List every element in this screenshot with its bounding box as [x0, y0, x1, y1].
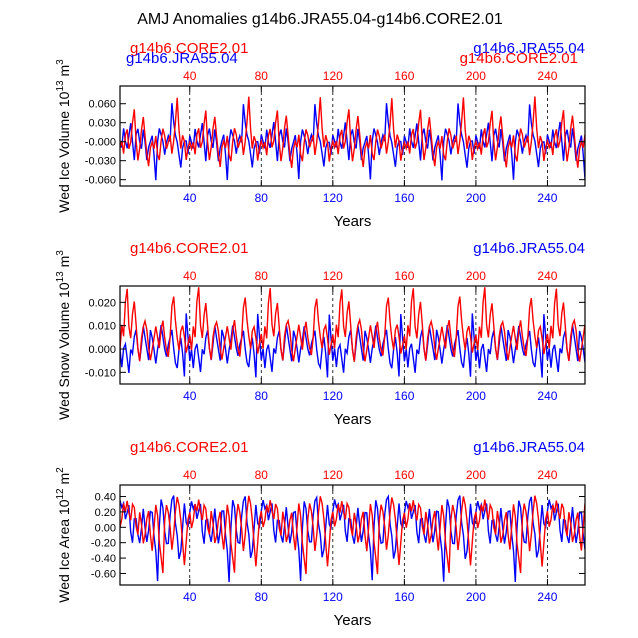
legend-core2-overlap: g14b6.CORE2.01 — [460, 50, 578, 67]
series-line-ice-area-core2 — [120, 495, 585, 575]
y-axis-label-main: Wed Ice Area 10 — [56, 499, 72, 602]
ytick-label: 0.000 — [88, 344, 116, 356]
legend-jra55: g14b6.JRA55.04 — [473, 240, 585, 257]
legend-core2: g14b6.CORE2.01 — [130, 40, 248, 57]
y-axis-label: Wed Ice Area 1012 m2 — [55, 467, 72, 603]
xtick-label-top: 40 — [183, 468, 197, 482]
y-axis-label-main: Wed Ice Volume 10 — [56, 91, 72, 212]
xtick-label-top: 80 — [255, 269, 269, 283]
xtick-label-bottom: 80 — [255, 590, 269, 604]
ytick-label: -0.40 — [91, 553, 116, 565]
ytick-label: 0.060 — [88, 99, 116, 111]
xtick-label-top: 40 — [183, 269, 197, 283]
xtick-label-bottom: 120 — [323, 191, 343, 205]
series-group — [120, 96, 585, 181]
xtick-label-bottom: 40 — [183, 590, 197, 604]
panel-snow-volume: 0.020 0.010 0.000 -0.010 40 40 80 80 120 120 160 16… — [55, 240, 586, 428]
xtick-label-bottom: 120 — [323, 590, 343, 604]
y-axis-label-exp: 13 — [55, 271, 66, 283]
xtick-label-top: 160 — [394, 269, 414, 283]
xtick-label-bottom: 240 — [537, 389, 557, 403]
legend-jra55: g14b6.JRA55.04 — [473, 40, 585, 57]
xtick-label-top: 120 — [323, 69, 343, 83]
series-group — [120, 287, 585, 378]
series-line-ice-volume-jra55 — [120, 103, 585, 181]
y-axis-label-unit-exp: 3 — [55, 59, 66, 65]
y-axis-label-unit: m — [56, 65, 72, 81]
xtick-label-top: 40 — [183, 69, 197, 83]
y-axis-label-unit: m — [56, 256, 72, 272]
ytick-label: -0.60 — [91, 568, 116, 580]
y-axis-label-main: Wed Snow Volume 10 — [56, 282, 72, 420]
xtick-label-top: 80 — [255, 69, 269, 83]
ytick-label: 0.00 — [95, 522, 116, 534]
ytick-label: -0.20 — [91, 538, 116, 550]
xtick-label-bottom: 200 — [466, 191, 486, 205]
xtick-label-bottom: 200 — [466, 590, 486, 604]
xtick-label-bottom: 40 — [183, 191, 197, 205]
legend-jra55: g14b6.JRA55.04 — [473, 439, 585, 456]
ytick-label: -0.030 — [85, 156, 116, 168]
y-axis-label-exp: 12 — [55, 488, 66, 500]
figure-title: AMJ Anomalies g14b6.JRA55.04-g14b6.CORE2… — [137, 11, 503, 28]
xtick-label-top: 200 — [466, 269, 486, 283]
ytick-label: 0.20 — [95, 507, 116, 519]
y-axis-label-unit-exp: 2 — [55, 467, 66, 473]
xtick-label-top: 120 — [323, 269, 343, 283]
xtick-label-top: 200 — [466, 468, 486, 482]
plot-frame — [119, 85, 586, 187]
series-group — [120, 494, 585, 583]
panel-ice-area: 0.40 0.20 0.00 -0.20 -0.40 -0.60 40 40 80 80 120 12… — [55, 439, 586, 629]
legend-core2: g14b6.CORE2.01 — [130, 439, 248, 456]
xtick-label-bottom: 80 — [255, 389, 269, 403]
panel-ice-volume: 0.060 0.030 -0.000 -0.030 -0.060 40 40 80 80 120 1… — [55, 40, 586, 230]
ytick-label: 0.020 — [88, 297, 116, 309]
ytick-label: 0.010 — [88, 321, 116, 333]
y-axis-label: Wed Ice Volume 1013 m3 — [55, 59, 72, 213]
xtick-label-bottom: 120 — [323, 389, 343, 403]
xtick-label-top: 160 — [394, 69, 414, 83]
ytick-label: -0.060 — [85, 175, 116, 187]
legend-jra55-overlap: g14b6.JRA55.04 — [126, 50, 238, 67]
y-axis-label: Wed Snow Volume 1013 m3 — [55, 250, 72, 420]
xtick-label-bottom: 200 — [466, 389, 486, 403]
xtick-label-bottom: 240 — [537, 191, 557, 205]
x-axis-label: Years — [334, 213, 372, 230]
ytick-label: -0.010 — [85, 367, 116, 379]
xtick-label-bottom: 160 — [394, 389, 414, 403]
xtick-label-top: 240 — [537, 69, 557, 83]
xtick-label-bottom: 40 — [183, 389, 197, 403]
ytick-label: 0.40 — [95, 492, 116, 504]
xtick-label-top: 200 — [466, 69, 486, 83]
xtick-label-bottom: 160 — [394, 191, 414, 205]
xtick-label-bottom: 160 — [394, 590, 414, 604]
xtick-label-top: 160 — [394, 468, 414, 482]
legend-core2: g14b6.CORE2.01 — [130, 240, 248, 257]
ytick-label: -0.000 — [85, 137, 116, 149]
series-line-ice-volume-core2 — [120, 96, 585, 168]
y-axis-label-unit: m — [56, 473, 72, 489]
xtick-label-top: 240 — [537, 468, 557, 482]
ytick-label: 0.030 — [88, 118, 116, 130]
xtick-label-top: 80 — [255, 468, 269, 482]
y-axis-label-exp: 13 — [55, 80, 66, 92]
plot-frame — [119, 285, 586, 385]
panels: 0.060 0.030 -0.000 -0.030 -0.060 40 40 80 80 120 1… — [55, 40, 586, 629]
xtick-label-top: 120 — [323, 468, 343, 482]
x-axis-label: Years — [334, 411, 372, 428]
xtick-label-bottom: 240 — [537, 590, 557, 604]
x-axis-label: Years — [334, 612, 372, 629]
xtick-label-top: 240 — [537, 269, 557, 283]
plot-frame — [119, 484, 586, 586]
series-line-snow-volume-core2 — [120, 287, 585, 362]
y-axis-label-unit-exp: 3 — [55, 250, 66, 256]
xtick-label-bottom: 80 — [255, 191, 269, 205]
